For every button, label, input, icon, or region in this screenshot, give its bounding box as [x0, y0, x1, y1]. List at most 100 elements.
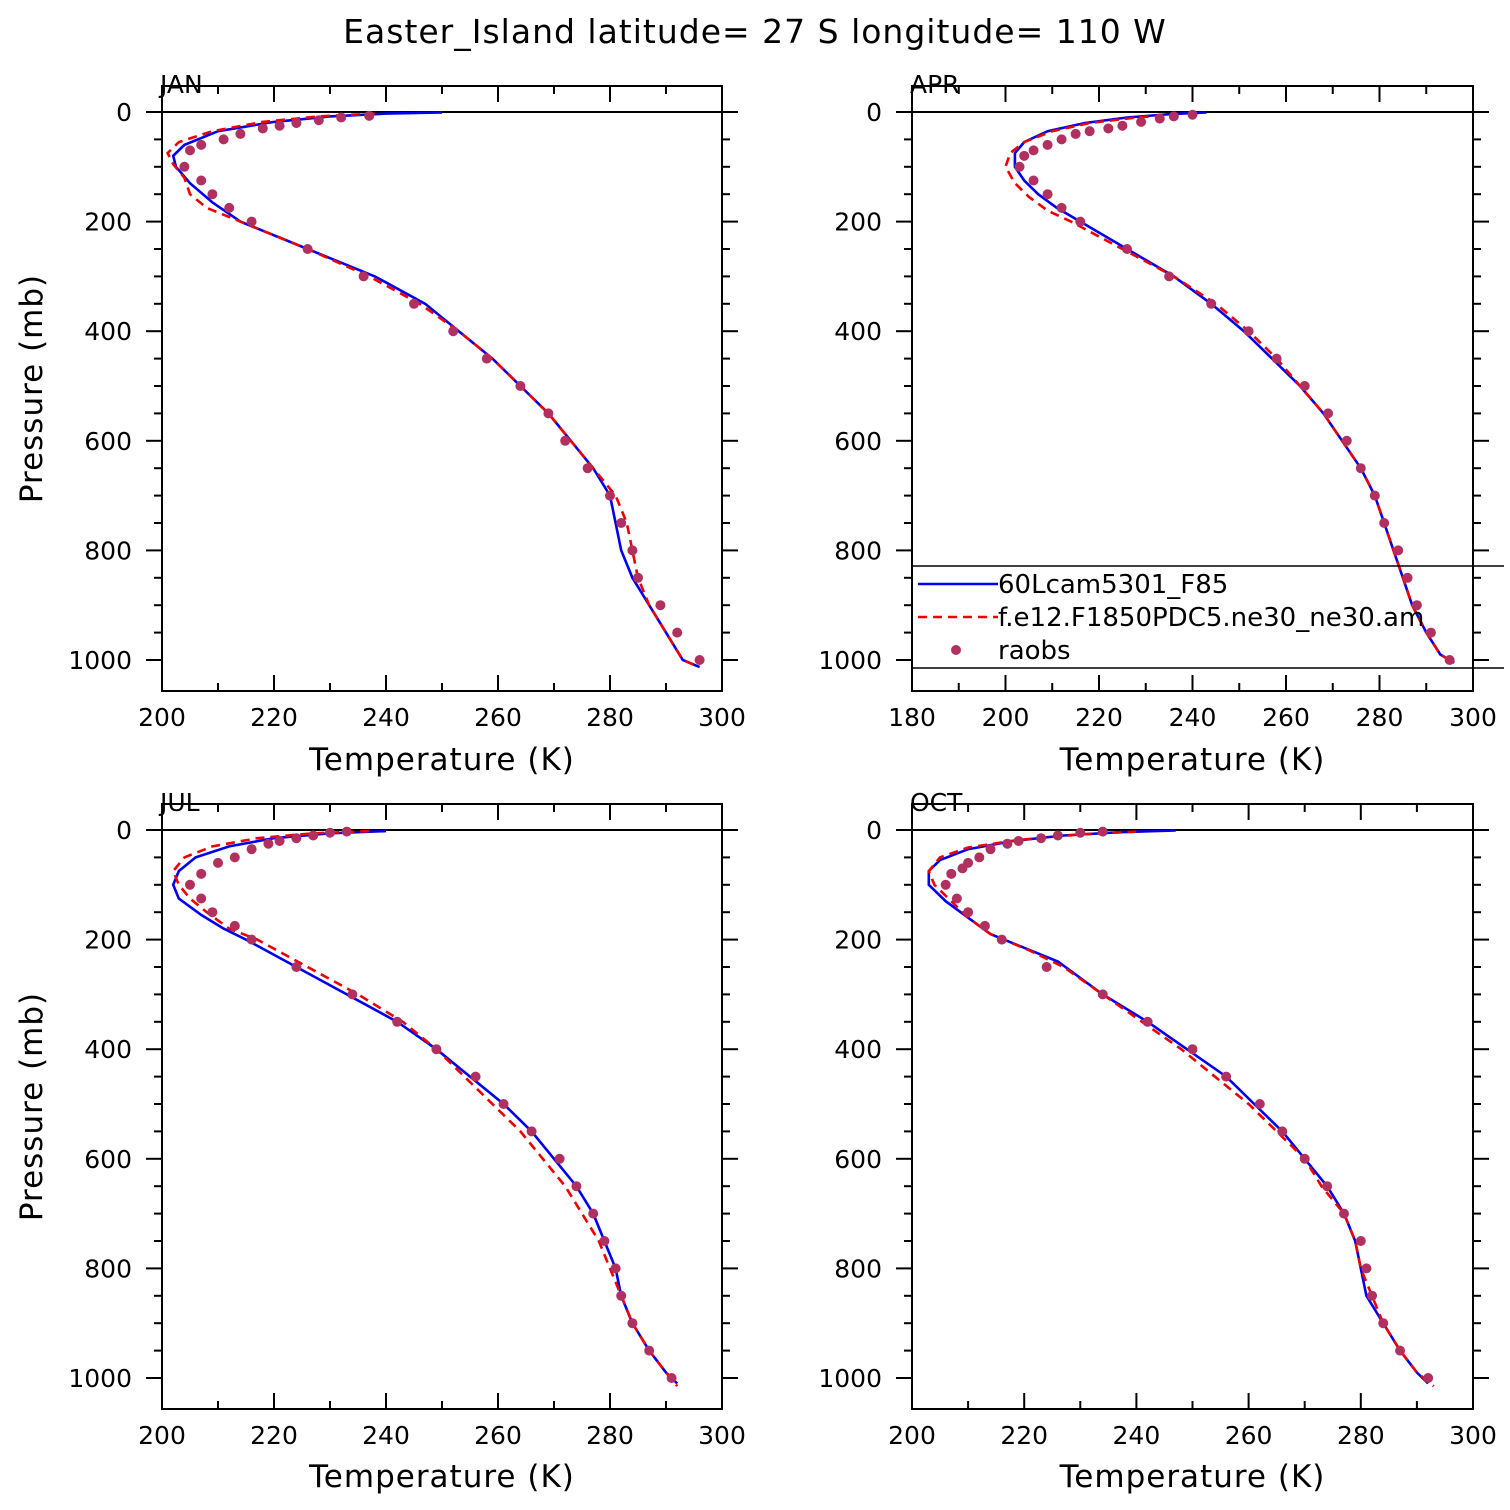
raobs-point: [263, 838, 274, 849]
raobs-point: [409, 298, 419, 309]
raobs-point: [1042, 189, 1053, 200]
raobs-point: [336, 112, 347, 123]
raobs-point: [951, 893, 962, 904]
plot-frame: [911, 803, 1474, 1410]
raobs-point: [1206, 298, 1217, 309]
raobs-point: [1378, 1318, 1389, 1329]
raobs-point: [599, 1236, 610, 1246]
raobs-point: [627, 545, 638, 556]
raobs-point: [627, 1318, 638, 1329]
raobs-point: [946, 868, 957, 879]
raobs-point: [1013, 835, 1024, 846]
raobs-point: [610, 1263, 621, 1274]
raobs-point: [448, 326, 459, 337]
raobs-point: [1425, 627, 1436, 638]
x-tick-label: 240: [362, 703, 410, 732]
series-line-f-e12: [166, 112, 701, 669]
raobs-point: [571, 1181, 582, 1192]
raobs-point: [979, 920, 990, 931]
raobs-point: [1028, 145, 1039, 156]
raobs-point: [1299, 1153, 1310, 1164]
raobs-point: [1322, 1181, 1333, 1192]
raobs-point: [554, 1153, 565, 1164]
panel-label: APR: [910, 70, 960, 99]
raobs-point: [582, 463, 593, 474]
x-tick-label: 300: [1449, 703, 1497, 732]
raobs-point: [291, 962, 302, 972]
raobs-point: [1097, 989, 1108, 1000]
y-tick-label: 400: [84, 317, 132, 346]
raobs-point: [274, 120, 285, 131]
raobs-point: [364, 110, 375, 121]
raobs-point: [1122, 244, 1133, 254]
raobs-point: [1379, 518, 1390, 528]
raobs-point: [1187, 109, 1198, 120]
raobs-point: [1402, 572, 1413, 583]
raobs-point: [224, 202, 235, 213]
y-axis-title: Pressure (mb): [14, 992, 50, 1221]
x-axis-title: Temperature (K): [1059, 742, 1326, 778]
raobs-point: [1355, 463, 1366, 474]
x-tick-label: 200: [982, 703, 1030, 732]
x-tick-label: 280: [586, 1421, 634, 1450]
raobs-point: [1221, 1071, 1232, 1082]
x-tick-label: 300: [1449, 1421, 1497, 1450]
x-tick-label: 200: [888, 1421, 936, 1450]
raobs-point: [274, 835, 285, 846]
raobs-point: [229, 920, 240, 931]
raobs-point: [1323, 408, 1334, 419]
y-tick-label: 400: [834, 317, 882, 346]
raobs-point: [302, 244, 313, 254]
series-line-60lcam: [927, 829, 1430, 1385]
plot-frame: [161, 803, 723, 1410]
y-tick-label: 200: [84, 208, 132, 237]
raobs-point: [1299, 381, 1310, 391]
raobs-point: [694, 655, 705, 665]
y-tick-label: 800: [84, 1254, 132, 1283]
raobs-point: [246, 844, 257, 855]
raobs-point: [392, 1016, 403, 1027]
raobs-point: [229, 852, 240, 863]
raobs-point: [481, 353, 492, 364]
raobs-point: [633, 572, 643, 583]
panel-label: JAN: [158, 70, 203, 99]
y-tick-label: 200: [84, 926, 132, 955]
raobs-point: [1411, 600, 1422, 611]
raobs-point: [616, 518, 627, 528]
raobs-point: [1036, 833, 1047, 844]
y-tick-label: 600: [834, 427, 882, 456]
panel-label: JUL: [158, 788, 200, 817]
raobs-point: [246, 934, 257, 945]
raobs-point: [470, 1071, 481, 1082]
y-tick-label: 0: [116, 98, 132, 127]
y-tick-label: 1000: [68, 1364, 132, 1393]
x-tick-label: 220: [250, 703, 298, 732]
raobs-point: [666, 1373, 677, 1383]
y-tick-label: 0: [866, 816, 882, 845]
raobs-point: [308, 830, 319, 841]
legend-label: f.e12.F1850PDC5.ne30_ne30.am: [998, 603, 1424, 633]
raobs-point: [1041, 962, 1052, 972]
raobs-point: [1075, 216, 1086, 227]
raobs-point: [1367, 1290, 1378, 1301]
x-tick-label: 220: [250, 1421, 298, 1450]
legend-label: 60Lcam5301_F85: [998, 570, 1228, 600]
raobs-point: [1243, 326, 1254, 337]
raobs-point: [498, 1099, 509, 1109]
raobs-point: [957, 863, 968, 874]
raobs-point: [1254, 1099, 1265, 1109]
x-tick-label: 200: [138, 1421, 186, 1450]
x-tick-label: 280: [1356, 703, 1404, 732]
x-tick-label: 280: [586, 703, 634, 732]
raobs-point: [1056, 202, 1067, 213]
raobs-point: [1355, 1236, 1366, 1246]
raobs-point: [431, 1044, 442, 1055]
figure-title: Easter_Island latitude= 27 S longitude= …: [343, 12, 1167, 51]
raobs-point: [179, 161, 190, 172]
y-tick-label: 200: [834, 208, 882, 237]
raobs-point: [196, 139, 207, 150]
x-tick-label: 200: [138, 703, 186, 732]
